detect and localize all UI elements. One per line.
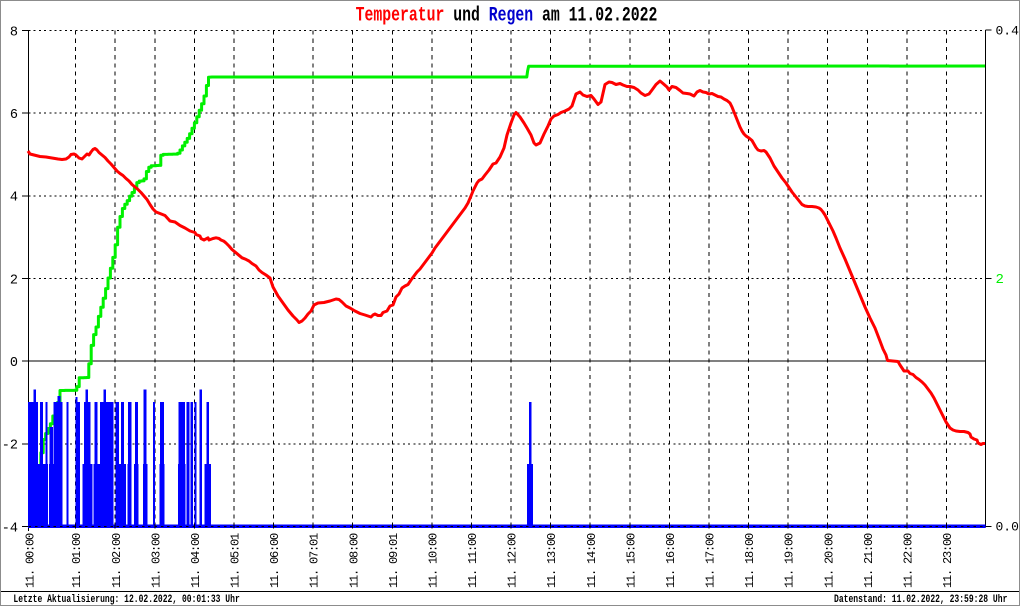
svg-text:Letzte Aktualisierung: 12.02.2: Letzte Aktualisierung: 12.02.2022, 00:01… [13, 593, 240, 605]
svg-text:0: 0 [10, 356, 18, 371]
svg-text:11. 16:00: 11. 16:00 [664, 533, 678, 588]
svg-text:11. 01:00: 11. 01:00 [70, 533, 84, 588]
svg-text:11. 18:00: 11. 18:00 [743, 533, 757, 588]
svg-text:11. 23:00: 11. 23:00 [941, 533, 955, 588]
svg-text:6: 6 [10, 108, 18, 123]
svg-text:11. 12:00: 11. 12:00 [506, 533, 520, 588]
svg-text:0.4: 0.4 [996, 24, 1020, 39]
svg-text:2: 2 [996, 272, 1004, 288]
svg-text:0.0: 0.0 [996, 520, 1019, 535]
svg-text:11. 20:00: 11. 20:00 [822, 533, 836, 588]
svg-text:11. 19:00: 11. 19:00 [783, 533, 797, 588]
svg-text:11. 17:00: 11. 17:00 [704, 533, 718, 588]
svg-text:11. 02:00: 11. 02:00 [110, 533, 124, 588]
svg-text:Temperatur und Regen am 11.02.: Temperatur und Regen am 11.02.2022 [356, 4, 658, 27]
svg-text:11. 03:00: 11. 03:00 [149, 533, 163, 588]
svg-text:Datenstand: 11.02.2022, 23:59:: Datenstand: 11.02.2022, 23:59:28 Uhr [834, 593, 1008, 605]
svg-text:2: 2 [10, 273, 18, 288]
svg-text:11. 22:00: 11. 22:00 [902, 533, 916, 588]
svg-text:11. 07:01: 11. 07:01 [308, 533, 322, 588]
svg-text:11. 05:01: 11. 05:01 [229, 533, 243, 588]
svg-text:11. 04:00: 11. 04:00 [189, 533, 203, 588]
svg-text:11. 09:01: 11. 09:01 [387, 533, 401, 588]
svg-text:11. 00:00: 11. 00:00 [23, 533, 37, 588]
svg-text:11. 14:00: 11. 14:00 [585, 533, 599, 588]
svg-text:11. 21:00: 11. 21:00 [862, 533, 876, 588]
svg-text:8: 8 [10, 25, 18, 40]
svg-text:-2: -2 [2, 439, 18, 454]
svg-text:11. 06:00: 11. 06:00 [268, 533, 282, 588]
svg-text:11. 10:00: 11. 10:00 [427, 533, 441, 588]
svg-text:-4: -4 [2, 521, 18, 536]
svg-text:11. 15:00: 11. 15:00 [624, 533, 638, 588]
svg-text:4: 4 [10, 191, 18, 206]
svg-text:11. 08:00: 11. 08:00 [347, 533, 361, 588]
svg-text:11. 13:00: 11. 13:00 [545, 533, 559, 588]
svg-text:11. 11:00: 11. 11:00 [466, 533, 480, 588]
